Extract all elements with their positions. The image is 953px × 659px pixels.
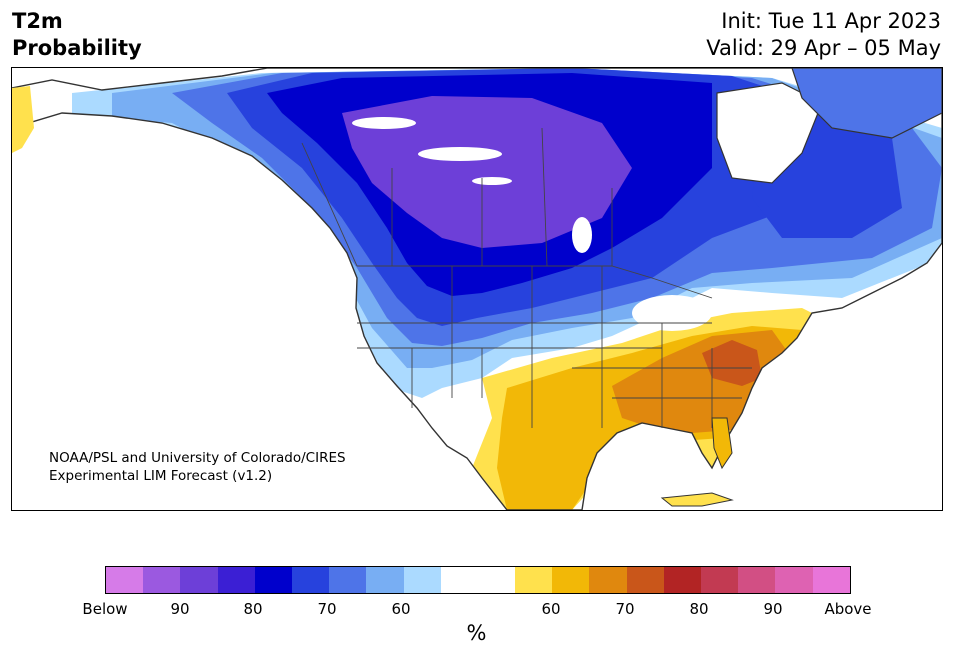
great-lakes — [632, 295, 712, 331]
forecast-dates: Init: Tue 11 Apr 2023 Valid: 29 Apr – 05… — [706, 8, 941, 62]
colorbar-tick-label: 60 — [541, 600, 561, 618]
lake-3 — [472, 177, 512, 185]
alaska-patch — [12, 86, 34, 153]
colorbar-segment — [143, 567, 181, 593]
map-title: T2m Probability — [12, 8, 142, 62]
lake-2 — [418, 147, 502, 161]
credit-line-1: NOAA/PSL and University of Colorado/CIRE… — [49, 450, 346, 466]
colorbar-segment — [589, 567, 627, 593]
hudson-bay — [716, 82, 823, 184]
colorbar-tick-label: 70 — [317, 600, 337, 618]
colorbar-tick-label: Below — [82, 600, 128, 618]
colorbar-segment — [180, 567, 218, 593]
colorbar-tick-label: 80 — [243, 600, 263, 618]
colorbar-segment — [552, 567, 590, 593]
colorbar-segment — [626, 567, 664, 593]
colorbar-ticks: Below 90 80 70 60 60 70 80 90 Above — [0, 600, 953, 620]
colorbar-segment — [440, 567, 478, 593]
valid-range: Valid: 29 Apr – 05 May — [706, 36, 941, 60]
colorbar-tick-label: 70 — [615, 600, 635, 618]
florida — [711, 417, 733, 470]
colorbar-segment — [329, 567, 367, 593]
init-date: Init: Tue 11 Apr 2023 — [721, 9, 941, 33]
cuba — [660, 492, 734, 507]
colorbar-segment — [477, 567, 516, 593]
colorbar-segment — [738, 567, 776, 593]
map-svg — [12, 68, 942, 510]
colorbar-unit: % — [466, 621, 487, 645]
colorbar-segment — [291, 567, 330, 593]
colorbar-tick-label: 90 — [170, 600, 190, 618]
credit-text: NOAA/PSL and University of Colorado/CIRE… — [49, 449, 346, 485]
title-variable: T2m — [12, 9, 63, 33]
colorbar-tick-label: Above — [824, 600, 872, 618]
greenland — [791, 68, 942, 139]
colorbar-segment — [775, 567, 813, 593]
credit-line-2: Experimental LIM Forecast (v1.2) — [49, 468, 273, 484]
colorbar-segment — [106, 567, 144, 593]
colorbar — [105, 566, 851, 594]
lake-1 — [352, 117, 416, 129]
forecast-map: NOAA/PSL and University of Colorado/CIRE… — [11, 67, 943, 511]
colorbar-segment — [515, 567, 553, 593]
colorbar-segment — [403, 567, 441, 593]
colorbar-segment — [812, 567, 850, 593]
colorbar-tick-label: 60 — [391, 600, 411, 618]
colorbar-segment — [254, 567, 292, 593]
colorbar-tick-label: 90 — [763, 600, 783, 618]
colorbar-segment — [217, 567, 255, 593]
below-90-region — [342, 96, 632, 248]
above-75-region — [702, 340, 762, 386]
lake-4 — [572, 217, 592, 253]
political-borders — [301, 127, 752, 428]
colorbar-segment — [701, 567, 739, 593]
colorbar-tick-label: 80 — [689, 600, 709, 618]
colorbar-segment — [366, 567, 404, 593]
colorbar-segment — [663, 567, 701, 593]
coastline — [12, 68, 942, 510]
title-quantity: Probability — [12, 36, 142, 60]
